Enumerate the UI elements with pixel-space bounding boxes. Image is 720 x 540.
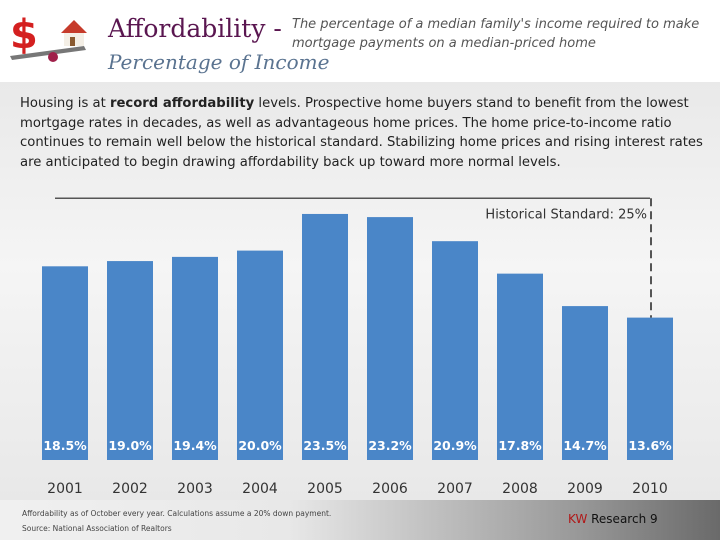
bar-2007 bbox=[432, 241, 478, 460]
data-label-2005: 23.5% bbox=[303, 438, 347, 453]
x-tick-2005: 2005 bbox=[307, 481, 343, 497]
x-tick-2006: 2006 bbox=[372, 481, 408, 497]
page-title: Affordability - bbox=[108, 14, 282, 43]
intro-paragraph: Housing is at record affordability level… bbox=[20, 96, 703, 170]
x-tick-2008: 2008 bbox=[502, 481, 538, 497]
bar-2002 bbox=[107, 261, 153, 460]
bar-2001 bbox=[42, 266, 88, 460]
bar-2005 bbox=[302, 213, 348, 460]
source-note: Source: National Association of Realtors bbox=[22, 524, 172, 533]
bar-2004 bbox=[237, 250, 283, 460]
bar-2006 bbox=[367, 217, 413, 460]
footer: Affordability as of October every year. … bbox=[0, 500, 720, 540]
bar-2003 bbox=[172, 256, 218, 460]
bar-2009 bbox=[562, 306, 608, 460]
data-label-2010: 13.6% bbox=[628, 438, 672, 453]
x-tick-2002: 2002 bbox=[112, 481, 148, 497]
intro-bold: record affordability bbox=[109, 96, 255, 111]
bar-2010 bbox=[627, 317, 673, 460]
x-tick-2009: 2009 bbox=[567, 481, 603, 497]
svg-text:$: $ bbox=[10, 12, 38, 58]
reference-label: Historical Standard: 25% bbox=[485, 207, 647, 222]
title-description: The percentage of a median family's inco… bbox=[292, 17, 700, 51]
brand-label: KW Research 9 bbox=[568, 512, 658, 526]
affordability-chart: Historical Standard: 25% 18.5% 2001 19.0% 20… bbox=[42, 197, 673, 497]
data-label-2002: 19.0% bbox=[108, 438, 152, 453]
data-label-2007: 20.9% bbox=[433, 438, 477, 453]
data-label-2004: 20.0% bbox=[238, 438, 282, 453]
data-label-2006: 23.2% bbox=[368, 438, 412, 453]
x-tick-2007: 2007 bbox=[437, 481, 473, 497]
x-tick-2004: 2004 bbox=[242, 481, 278, 497]
data-label-2009: 14.7% bbox=[563, 438, 607, 453]
data-label-2001: 18.5% bbox=[43, 438, 87, 453]
footnote: Affordability as of October every year. … bbox=[22, 509, 332, 518]
bar-2008 bbox=[497, 273, 543, 460]
dollar-house-seesaw-logo: $ bbox=[10, 12, 87, 62]
header: $ Affordability - Percentage of Income T… bbox=[0, 0, 720, 82]
data-label-2003: 19.4% bbox=[173, 438, 217, 453]
data-label-2008: 17.8% bbox=[498, 438, 542, 453]
x-tick-2001: 2001 bbox=[47, 481, 83, 497]
x-tick-2003: 2003 bbox=[177, 481, 213, 497]
x-tick-2010: 2010 bbox=[632, 481, 668, 497]
page-subtitle: Percentage of Income bbox=[108, 50, 330, 74]
